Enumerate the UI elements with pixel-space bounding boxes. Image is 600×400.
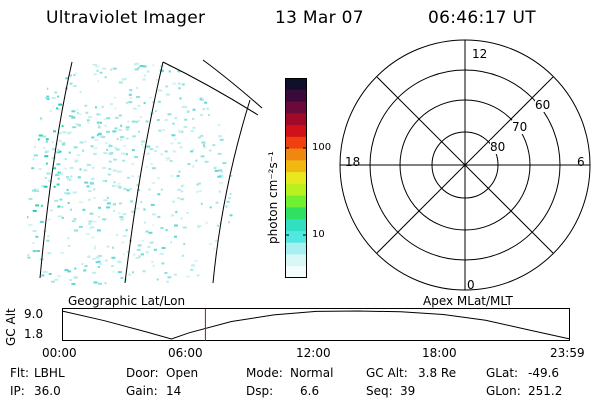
- mlat-label-80: 80: [490, 140, 506, 154]
- mlt-label-0: 0: [467, 278, 475, 292]
- colorbar-stripe: [285, 183, 307, 197]
- timeline-xtick-0600: 06:00: [168, 346, 203, 360]
- colorbar-stripe: [285, 254, 307, 267]
- glon-label: GLon:: [486, 384, 521, 398]
- colorbar-stripe: [285, 89, 307, 103]
- latitude-line: [162, 61, 259, 116]
- mode-label: Mode:: [246, 366, 283, 380]
- seq-value: 39: [400, 384, 416, 398]
- ip-value: 36.0: [34, 384, 61, 398]
- colorbar-stripe: [285, 207, 307, 220]
- timeline-xtick-1200: 12:00: [296, 346, 331, 360]
- flt-label: Flt:: [10, 366, 29, 380]
- door-value: Open: [166, 366, 199, 380]
- timeline-right-caption: Apex MLat/MLT: [423, 294, 513, 308]
- aurora-emission-speckles: [26, 57, 239, 286]
- colorbar-stripe: [285, 266, 307, 279]
- timeline-xtick-1800: 18:00: [422, 346, 457, 360]
- timeline-ytick-9: 9.0: [24, 307, 44, 321]
- time-label: 06:46:17 UT: [428, 8, 536, 28]
- latitude-line: [202, 59, 263, 109]
- mlt-line-diagonal: [376, 76, 554, 254]
- mlat-label-60: 60: [535, 98, 551, 112]
- glat-value: -49.6: [528, 366, 560, 380]
- polar-plot: [339, 39, 591, 291]
- mode-value: Normal: [290, 366, 334, 380]
- glon-value: 251.2: [528, 384, 563, 398]
- altitude-timeline-plot: [61, 308, 571, 341]
- glat-label: GLat:: [486, 366, 519, 380]
- colorbar-stripe: [285, 148, 307, 161]
- timeline-ytick-1.8: 1.8: [24, 327, 44, 341]
- seq-label: Seq:: [366, 384, 393, 398]
- colorbar-stripe: [285, 230, 307, 244]
- colorbar-stripe: [285, 136, 307, 150]
- timeline-xtick-0000: 00:00: [42, 346, 77, 360]
- gcalt-label: GC Alt:: [366, 366, 408, 380]
- door-label: Door:: [126, 366, 159, 380]
- timeline-left-caption: Geographic Lat/Lon: [68, 294, 186, 308]
- dsp-label: Dsp:: [246, 384, 274, 398]
- gain-value: 14: [166, 384, 182, 398]
- altitude-curve: [61, 310, 571, 340]
- mlt-label-6: 6: [577, 155, 585, 169]
- colorbar-stripe: [285, 125, 307, 138]
- colorbar-stripe: [285, 113, 307, 126]
- flt-value: LBHL: [34, 366, 65, 380]
- gain-label: Gain:: [126, 384, 158, 398]
- mlat-label-70: 70: [512, 120, 528, 134]
- geographic-grid-lines: [39, 59, 263, 284]
- longitude-line: [212, 99, 251, 284]
- colorbar-stripe: [285, 160, 307, 173]
- colorbar-stripe: [285, 101, 307, 114]
- colorbar-stripe: [285, 172, 307, 185]
- longitude-line: [39, 61, 73, 279]
- mlt-label-18: 18: [345, 155, 361, 169]
- colorbar-stripe: [285, 242, 307, 256]
- longitude-line: [124, 61, 164, 284]
- colorbar-unit-label: photon cm⁻²s⁻¹: [266, 151, 280, 244]
- mlt-label-12: 12: [472, 47, 488, 61]
- gcalt-value: 3.8 Re: [418, 366, 457, 380]
- ip-label: IP:: [10, 384, 25, 398]
- instrument-title: Ultraviolet Imager: [46, 8, 206, 28]
- colorbar-stripe: [285, 78, 307, 91]
- date-label: 13 Mar 07: [275, 8, 364, 28]
- dsp-value: 6.6: [300, 384, 320, 398]
- colorbar-tick-10: 10: [312, 229, 325, 240]
- timeline-ylabel: GC Alt: [4, 308, 18, 346]
- colorbar-tick-100: 100: [312, 142, 332, 153]
- colorbar-stripe: [285, 219, 307, 232]
- colorbar-stripe: [285, 195, 307, 209]
- colorbar: [285, 78, 307, 279]
- timeline-xtick-2359: 23:59: [550, 346, 585, 360]
